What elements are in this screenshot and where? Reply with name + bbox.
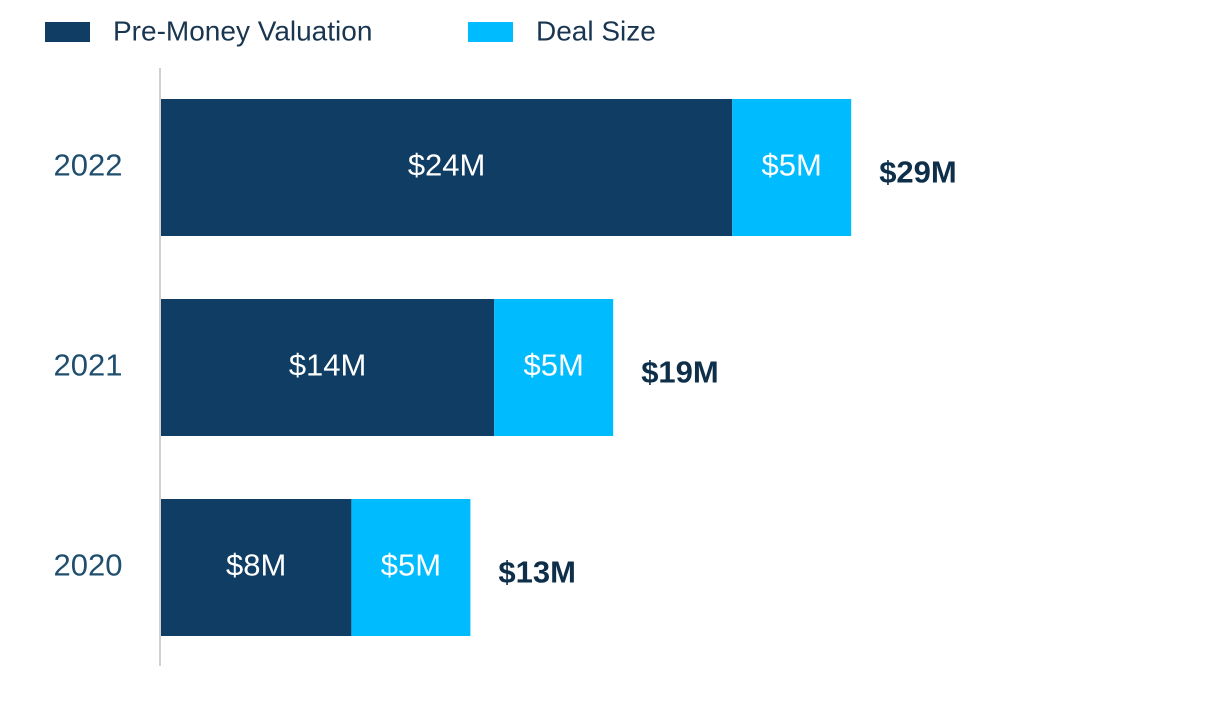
bar-segment	[494, 299, 614, 436]
legend-label: Pre-Money Valuation	[113, 15, 372, 46]
segment-label: $5M	[381, 548, 441, 583]
segment-label: $8M	[226, 548, 286, 583]
segment-label: $5M	[524, 348, 584, 383]
total-label: $13M	[498, 555, 576, 590]
bar-segment	[161, 499, 352, 636]
legend-swatch	[45, 22, 90, 42]
bar-segment	[161, 299, 495, 436]
category-label: 2020	[54, 548, 123, 583]
segment-label: $24M	[408, 148, 486, 183]
bar-segment	[732, 99, 852, 236]
bar-segment	[351, 499, 471, 636]
total-label: $29M	[879, 155, 957, 190]
segment-label: $14M	[289, 348, 367, 383]
category-label: 2022	[54, 148, 123, 183]
legend-label: Deal Size	[536, 15, 656, 46]
segment-label: $5M	[762, 148, 822, 183]
category-label: 2021	[54, 348, 123, 383]
legend-swatch	[468, 22, 513, 42]
total-label: $19M	[641, 355, 719, 390]
bar-segment	[161, 99, 733, 236]
